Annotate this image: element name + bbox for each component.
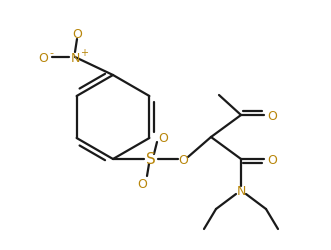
Text: O: O (137, 177, 147, 190)
Text: O: O (72, 28, 82, 40)
Text: O: O (267, 109, 277, 122)
Text: -: - (49, 48, 53, 58)
Text: O: O (267, 153, 277, 166)
Text: O: O (158, 131, 168, 144)
Text: N: N (236, 185, 246, 198)
Text: O: O (38, 51, 48, 64)
Text: N: N (70, 51, 80, 64)
Text: S: S (146, 152, 156, 167)
Text: +: + (80, 48, 88, 58)
Text: O: O (178, 153, 188, 166)
